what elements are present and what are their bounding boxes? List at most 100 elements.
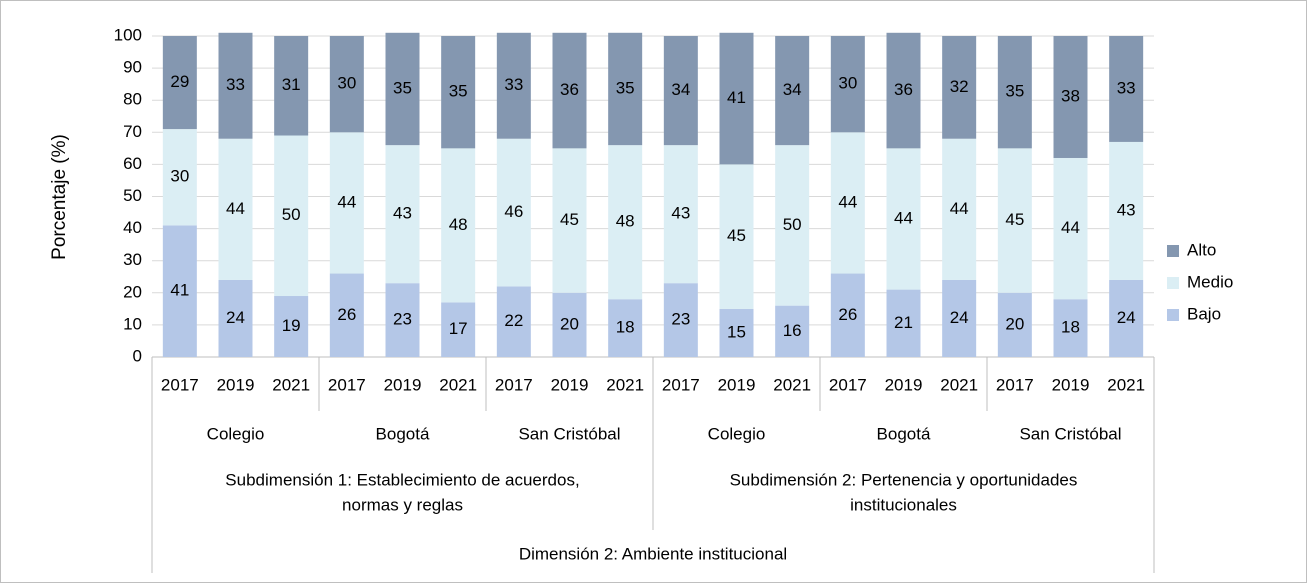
bar-segment bbox=[775, 36, 810, 146]
data-label: 32 bbox=[950, 77, 969, 96]
data-label: 21 bbox=[894, 313, 913, 332]
bar-segment bbox=[830, 132, 865, 274]
bar-segment bbox=[1053, 299, 1088, 357]
x-tick-label: 2019 bbox=[885, 375, 923, 394]
y-tick-label: 20 bbox=[123, 282, 142, 301]
data-label: 44 bbox=[226, 199, 245, 218]
data-label: 43 bbox=[1117, 200, 1136, 219]
data-label: 30 bbox=[170, 167, 189, 186]
x-tick-label: 2017 bbox=[495, 375, 533, 394]
data-label: 18 bbox=[1061, 318, 1080, 337]
bar-segment bbox=[830, 273, 865, 357]
bar-segment bbox=[886, 32, 921, 149]
x-tick-label: 2017 bbox=[829, 375, 867, 394]
bar-segment bbox=[441, 36, 476, 149]
x-tick-label: 2017 bbox=[161, 375, 199, 394]
legend-swatch bbox=[1167, 309, 1179, 321]
data-label: 26 bbox=[838, 305, 857, 324]
group-label: Colegio bbox=[708, 424, 766, 443]
data-label: 35 bbox=[393, 78, 412, 97]
bar-segment bbox=[1109, 279, 1144, 357]
bar-segment bbox=[329, 132, 364, 274]
data-label: 35 bbox=[449, 82, 468, 101]
bar-segment bbox=[886, 148, 921, 290]
y-tick-label: 60 bbox=[123, 154, 142, 173]
data-label: 35 bbox=[616, 78, 635, 97]
bar-segment bbox=[441, 148, 476, 303]
bar-segment bbox=[663, 36, 698, 146]
data-label: 18 bbox=[616, 318, 635, 337]
y-tick-label: 0 bbox=[133, 346, 142, 365]
data-label: 34 bbox=[783, 80, 802, 99]
supergroup-label: Subdimensión 2: Pertenencia y oportunida… bbox=[730, 470, 1078, 489]
y-tick-label: 50 bbox=[123, 186, 142, 205]
bar-segment bbox=[942, 36, 977, 139]
bar-segment bbox=[552, 292, 587, 357]
data-label: 50 bbox=[282, 205, 301, 224]
bar-segment bbox=[719, 32, 754, 165]
data-label: 22 bbox=[504, 311, 523, 330]
supergroup-label: Subdimensión 1: Establecimiento de acuer… bbox=[225, 470, 579, 489]
bar-segment bbox=[274, 135, 309, 297]
bar-segment bbox=[942, 279, 977, 357]
data-label: 46 bbox=[504, 202, 523, 221]
y-tick-label: 100 bbox=[114, 25, 142, 44]
data-label: 16 bbox=[783, 321, 802, 340]
x-tick-label: 2019 bbox=[384, 375, 422, 394]
data-label: 24 bbox=[950, 308, 969, 327]
data-label: 19 bbox=[282, 316, 301, 335]
bar-segment bbox=[496, 286, 531, 357]
y-tick-label: 30 bbox=[123, 250, 142, 269]
bar-segment bbox=[886, 289, 921, 357]
supergroup-label: institucionales bbox=[850, 495, 957, 514]
legend-label: Bajo bbox=[1187, 304, 1221, 323]
data-label: 44 bbox=[838, 192, 857, 211]
data-label: 41 bbox=[170, 281, 189, 300]
bar-segment bbox=[552, 148, 587, 293]
bar-segment bbox=[218, 32, 253, 139]
data-label: 36 bbox=[560, 80, 579, 99]
x-tick-label: 2019 bbox=[1052, 375, 1090, 394]
bar-segment bbox=[162, 225, 197, 357]
bar-segment bbox=[441, 302, 476, 357]
bar-segment bbox=[218, 138, 253, 280]
data-label: 35 bbox=[1005, 82, 1024, 101]
data-label: 33 bbox=[504, 75, 523, 94]
y-tick-label: 10 bbox=[123, 314, 142, 333]
group-label: Bogotá bbox=[877, 424, 931, 443]
y-axis-label: Porcentaje (%) bbox=[49, 134, 70, 260]
bar-segment bbox=[942, 138, 977, 280]
data-label: 15 bbox=[727, 322, 746, 341]
data-label: 45 bbox=[727, 226, 746, 245]
x-tick-label: 2021 bbox=[940, 375, 978, 394]
legend-swatch bbox=[1167, 277, 1179, 289]
bar-segment bbox=[162, 129, 197, 226]
data-label: 44 bbox=[1061, 218, 1080, 237]
bar-segment bbox=[663, 283, 698, 357]
bar-segment bbox=[608, 145, 643, 300]
data-label: 44 bbox=[950, 199, 969, 218]
data-label: 43 bbox=[671, 204, 690, 223]
data-label: 33 bbox=[226, 75, 245, 94]
bar-segment bbox=[274, 36, 309, 136]
bar-segment bbox=[663, 145, 698, 284]
data-label: 23 bbox=[393, 310, 412, 329]
bar-segment bbox=[274, 296, 309, 357]
data-label: 20 bbox=[560, 314, 579, 333]
bar-segment bbox=[997, 36, 1032, 149]
data-label: 33 bbox=[1117, 78, 1136, 97]
data-label: 30 bbox=[337, 74, 356, 93]
data-label: 34 bbox=[671, 80, 690, 99]
bar-segment bbox=[719, 164, 754, 309]
data-label: 48 bbox=[616, 212, 635, 231]
data-label: 26 bbox=[337, 305, 356, 324]
supergroup-label: normas y reglas bbox=[342, 495, 463, 514]
bar-segment bbox=[997, 292, 1032, 357]
bar-segment bbox=[496, 32, 531, 139]
data-label: 45 bbox=[560, 210, 579, 229]
x-tick-label: 2021 bbox=[272, 375, 310, 394]
group-label: San Cristóbal bbox=[1019, 424, 1121, 443]
data-label: 38 bbox=[1061, 86, 1080, 105]
y-tick-label: 90 bbox=[123, 58, 142, 77]
